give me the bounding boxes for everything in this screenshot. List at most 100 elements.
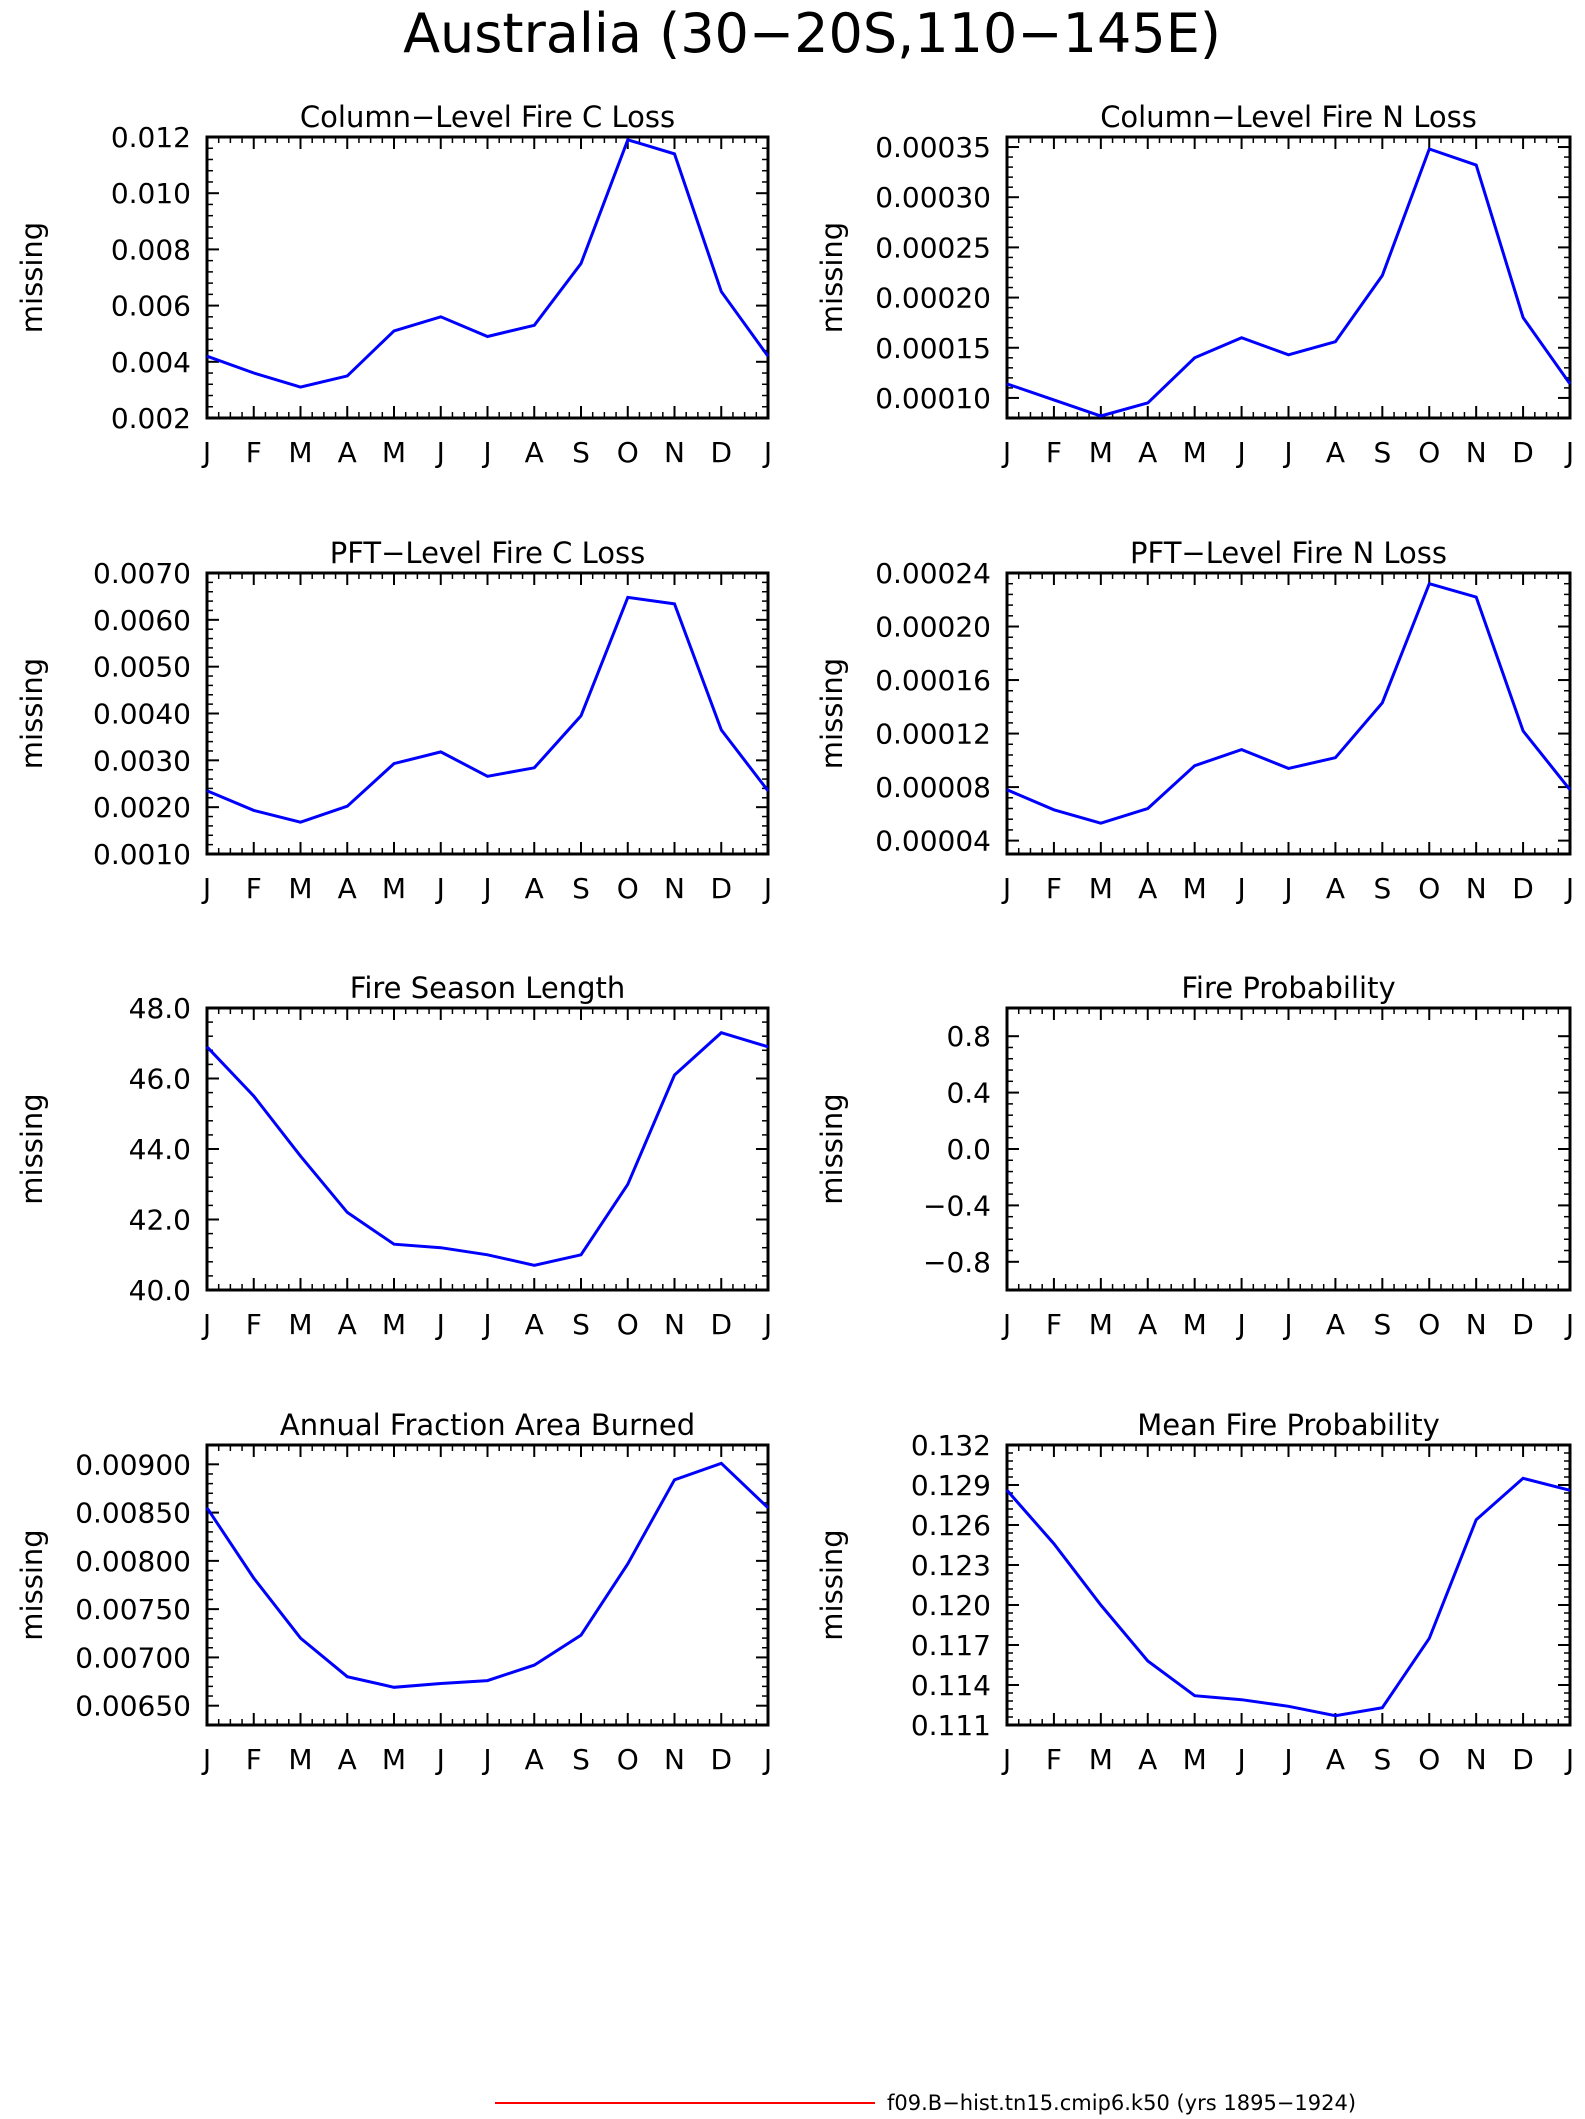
y-tick-label: 0.002 — [111, 402, 191, 435]
x-tick-label: N — [1466, 1308, 1487, 1341]
x-tick-label: J — [1564, 1308, 1574, 1341]
y-axis-label: missing — [15, 658, 49, 769]
y-tick-label: 0.0070 — [93, 557, 191, 590]
x-tick-label: J — [1282, 872, 1292, 905]
plot-frame — [205, 1006, 770, 1292]
x-tick-label: D — [1512, 436, 1534, 469]
y-tick-label: 0.00800 — [75, 1545, 191, 1578]
x-tick-label: O — [617, 436, 639, 469]
y-tick-label: 48.0 — [129, 992, 191, 1025]
y-tick-label: 40.0 — [129, 1274, 191, 1307]
x-tick-label: J — [481, 436, 491, 469]
x-tick-label: J — [1001, 872, 1011, 905]
x-tick-label: J — [762, 1743, 772, 1776]
y-tick-label: 0.00012 — [875, 718, 991, 751]
y-tick-label: 0.0030 — [93, 744, 191, 777]
y-axis-label: missing — [815, 1529, 849, 1640]
plot-frame — [1005, 1006, 1572, 1292]
y-tick-label: 0.0 — [946, 1133, 991, 1166]
x-tick-label: S — [572, 1308, 590, 1341]
x-tick-label: O — [1418, 436, 1440, 469]
x-tick-label: N — [1466, 436, 1487, 469]
y-tick-label: 0.00015 — [875, 332, 991, 365]
x-tick-label: A — [525, 872, 544, 905]
x-tick-label: A — [1138, 872, 1157, 905]
x-tick-label: A — [338, 872, 357, 905]
x-tick-label: J — [762, 872, 772, 905]
y-tick-label: 0.012 — [111, 121, 191, 154]
panel-title: Fire Season Length — [350, 971, 625, 1005]
x-tick-label: J — [481, 872, 491, 905]
x-tick-label: O — [617, 1308, 639, 1341]
x-tick-label: J — [1564, 872, 1574, 905]
x-tick-label: J — [201, 1743, 211, 1776]
y-tick-label: 0.00030 — [875, 181, 991, 214]
x-tick-label: A — [338, 1743, 357, 1776]
panel-title: PFT−Level Fire C Loss — [330, 536, 646, 570]
series-line — [1006, 147, 1572, 418]
y-tick-label: 0.00025 — [875, 231, 991, 264]
x-tick-label: M — [1183, 436, 1207, 469]
x-tick-label: J — [1282, 436, 1292, 469]
y-tick-label: 0.006 — [111, 290, 191, 323]
x-tick-label: M — [1089, 872, 1113, 905]
x-tick-label: J — [435, 436, 445, 469]
x-tick-label: D — [1512, 872, 1534, 905]
y-tick-label: 0.008 — [111, 233, 191, 266]
y-tick-label: 0.4 — [946, 1077, 991, 1110]
x-tick-label: D — [710, 1308, 732, 1341]
plot-frame — [1005, 1443, 1572, 1727]
y-axis-label: missing — [815, 222, 849, 333]
x-tick-label: A — [525, 1308, 544, 1341]
x-tick-label: J — [1235, 1743, 1245, 1776]
x-tick-label: J — [1282, 1743, 1292, 1776]
y-tick-label: 0.120 — [911, 1589, 991, 1622]
legend: f09.B−hist.tn15.cmip6.k50 (yrs 1895−1924… — [495, 2091, 1356, 2115]
x-tick-label: S — [1373, 1743, 1391, 1776]
x-tick-label: J — [1001, 1743, 1011, 1776]
panel-title: Annual Fraction Area Burned — [280, 1408, 695, 1442]
x-tick-label: A — [1326, 872, 1345, 905]
x-tick-label: F — [1046, 872, 1062, 905]
x-tick-label: A — [1138, 1743, 1157, 1776]
y-tick-label: 0.00900 — [75, 1448, 191, 1481]
legend-label: f09.B−hist.tn15.cmip6.k50 (yrs 1895−1924… — [887, 2091, 1356, 2115]
x-tick-label: M — [288, 1743, 312, 1776]
x-tick-label: A — [525, 1743, 544, 1776]
x-tick-label: M — [1089, 1743, 1113, 1776]
x-tick-label: J — [1564, 436, 1574, 469]
x-tick-label: A — [338, 1308, 357, 1341]
y-tick-label: 0.132 — [911, 1429, 991, 1462]
x-tick-label: A — [525, 436, 544, 469]
x-tick-label: F — [246, 872, 262, 905]
x-tick-label: J — [201, 872, 211, 905]
plot-frame — [1005, 135, 1572, 420]
x-tick-label: S — [1373, 436, 1391, 469]
x-tick-label: M — [1183, 872, 1207, 905]
x-tick-label: J — [1235, 872, 1245, 905]
x-tick-label: N — [664, 1743, 685, 1776]
y-tick-label: 0.00850 — [75, 1497, 191, 1530]
x-tick-label: A — [1326, 1743, 1345, 1776]
y-tick-label: 44.0 — [129, 1133, 191, 1166]
x-tick-label: J — [1282, 1308, 1292, 1341]
x-tick-label: D — [710, 872, 732, 905]
x-tick-label: J — [201, 436, 211, 469]
x-tick-label: A — [1138, 1308, 1157, 1341]
y-tick-label: −0.8 — [923, 1246, 991, 1279]
x-tick-label: F — [246, 1308, 262, 1341]
x-tick-label: A — [1138, 436, 1157, 469]
x-tick-label: A — [338, 436, 357, 469]
y-tick-label: 0.8 — [946, 1020, 991, 1053]
series-line — [205, 1031, 769, 1267]
y-tick-label: 0.00020 — [875, 282, 991, 315]
x-tick-label: J — [762, 1308, 772, 1341]
x-tick-label: S — [572, 872, 590, 905]
y-tick-label: 0.00750 — [75, 1593, 191, 1626]
